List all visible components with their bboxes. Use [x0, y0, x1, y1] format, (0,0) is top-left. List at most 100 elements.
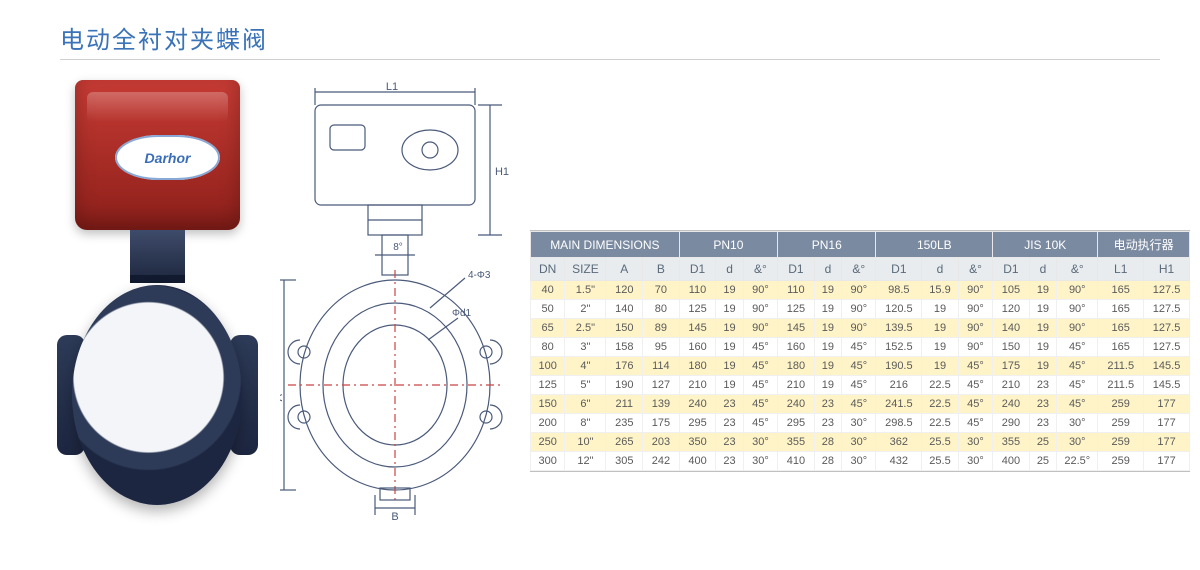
- table-cell: 265: [606, 433, 643, 452]
- brand-text: Darhor: [145, 150, 191, 166]
- table-cell: 259: [1098, 414, 1144, 433]
- table-cell: 19: [922, 319, 959, 338]
- table-cell: 19: [814, 357, 841, 376]
- table-cell: 90°: [1057, 300, 1098, 319]
- table-cell: 177: [1144, 433, 1190, 452]
- table-cell: 19: [716, 319, 743, 338]
- actuator-body: Darhor: [75, 80, 240, 230]
- table-cell: 125: [531, 376, 565, 395]
- table-cell: 140: [993, 319, 1030, 338]
- table-row: 2008"2351752952345°2952330°298.522.545°2…: [531, 414, 1190, 433]
- table-cell: 305: [606, 452, 643, 471]
- table-cell: 211.5: [1098, 376, 1144, 395]
- table-cell: 45°: [743, 395, 777, 414]
- table-cell: 2": [565, 300, 606, 319]
- table-cell: 23: [716, 414, 743, 433]
- table-cell: 23: [1029, 414, 1056, 433]
- table-cell: 355: [778, 433, 815, 452]
- table-cell: 80: [531, 338, 565, 357]
- table-cell: 23: [716, 395, 743, 414]
- table-cell: 90°: [743, 319, 777, 338]
- table-cell: 362: [876, 433, 922, 452]
- table-cell: 45°: [743, 357, 777, 376]
- valve-ring: [72, 285, 242, 505]
- table-cell: 259: [1098, 433, 1144, 452]
- table-cell: 110: [778, 281, 815, 300]
- table-cell: 160: [778, 338, 815, 357]
- table-cell: 241.5: [876, 395, 922, 414]
- table-cell: 30°: [1057, 414, 1098, 433]
- table-cell: 150: [531, 395, 565, 414]
- table-body: 401.5"120701101990°1101990°98.515.990°10…: [531, 281, 1190, 471]
- label-d1: Φd1: [452, 308, 472, 319]
- table-cell: 152.5: [876, 338, 922, 357]
- brand-plate: Darhor: [115, 135, 220, 180]
- table-cell: 145.5: [1144, 357, 1190, 376]
- table-cell: 298.5: [876, 414, 922, 433]
- table-cell: 125: [679, 300, 716, 319]
- table-cell: 200: [531, 414, 565, 433]
- table-cell: 165: [1098, 281, 1144, 300]
- table-cell: 216: [876, 376, 922, 395]
- table-head: MAIN DIMENSIONSPN10PN16150LBJIS 10K电动执行器…: [531, 232, 1190, 281]
- table-row: 1506"2111392402345°2402345°241.522.545°2…: [531, 395, 1190, 414]
- table-cell: 30°: [1057, 433, 1098, 452]
- table-cell: 30°: [842, 433, 876, 452]
- table-cell: 19: [922, 300, 959, 319]
- table-cell: 45°: [958, 376, 992, 395]
- group-header-cell: PN16: [778, 232, 876, 258]
- label-H1: H1: [495, 166, 509, 178]
- sub-header-cell: D1: [876, 258, 922, 281]
- table-cell: 25.5: [922, 433, 959, 452]
- sub-header-cell: d: [716, 258, 743, 281]
- sub-header-cell: D1: [679, 258, 716, 281]
- table-cell: 19: [716, 281, 743, 300]
- sub-header-cell: d: [922, 258, 959, 281]
- sub-header-cell: L1: [1098, 258, 1144, 281]
- table-cell: 290: [993, 414, 1030, 433]
- sub-header-cell: &°: [842, 258, 876, 281]
- table-cell: 127.5: [1144, 319, 1190, 338]
- table-cell: 45°: [842, 338, 876, 357]
- table-cell: 250: [531, 433, 565, 452]
- table-cell: 19: [814, 319, 841, 338]
- table-cell: 240: [679, 395, 716, 414]
- table-cell: 295: [679, 414, 716, 433]
- table-cell: 300: [531, 452, 565, 471]
- table-cell: 165: [1098, 300, 1144, 319]
- table-cell: 89: [643, 319, 680, 338]
- table-cell: 4": [565, 357, 606, 376]
- table-cell: 30°: [958, 452, 992, 471]
- table-cell: 30°: [743, 433, 777, 452]
- label-A: A: [280, 393, 285, 401]
- sub-header-cell: &°: [743, 258, 777, 281]
- technical-drawing: L1 8° H1: [280, 80, 510, 520]
- table-cell: 19: [1029, 357, 1056, 376]
- table-cell: 5": [565, 376, 606, 395]
- sub-header-cell: SIZE: [565, 258, 606, 281]
- sub-header-cell: d: [1029, 258, 1056, 281]
- group-header-cell: PN10: [679, 232, 777, 258]
- product-photo: Darhor: [65, 80, 250, 520]
- table-cell: 165: [1098, 338, 1144, 357]
- table-cell: 40: [531, 281, 565, 300]
- table-cell: 100: [531, 357, 565, 376]
- table-cell: 410: [778, 452, 815, 471]
- table-cell: 19: [814, 300, 841, 319]
- table-cell: 19: [814, 376, 841, 395]
- table-cell: 8": [565, 414, 606, 433]
- table-cell: 110: [679, 281, 716, 300]
- table-cell: 23: [716, 433, 743, 452]
- svg-text:8°: 8°: [393, 242, 403, 253]
- table-cell: 19: [716, 357, 743, 376]
- table-cell: 15.9: [922, 281, 959, 300]
- table-cell: 145.5: [1144, 376, 1190, 395]
- table-cell: 6": [565, 395, 606, 414]
- table-cell: 235: [606, 414, 643, 433]
- table-cell: 211.5: [1098, 357, 1144, 376]
- sub-header-cell: D1: [778, 258, 815, 281]
- table-cell: 177: [1144, 414, 1190, 433]
- table-cell: 19: [1029, 338, 1056, 357]
- table-cell: 22.5°: [1057, 452, 1098, 471]
- table-row: 1004"1761141801945°1801945°190.51945°175…: [531, 357, 1190, 376]
